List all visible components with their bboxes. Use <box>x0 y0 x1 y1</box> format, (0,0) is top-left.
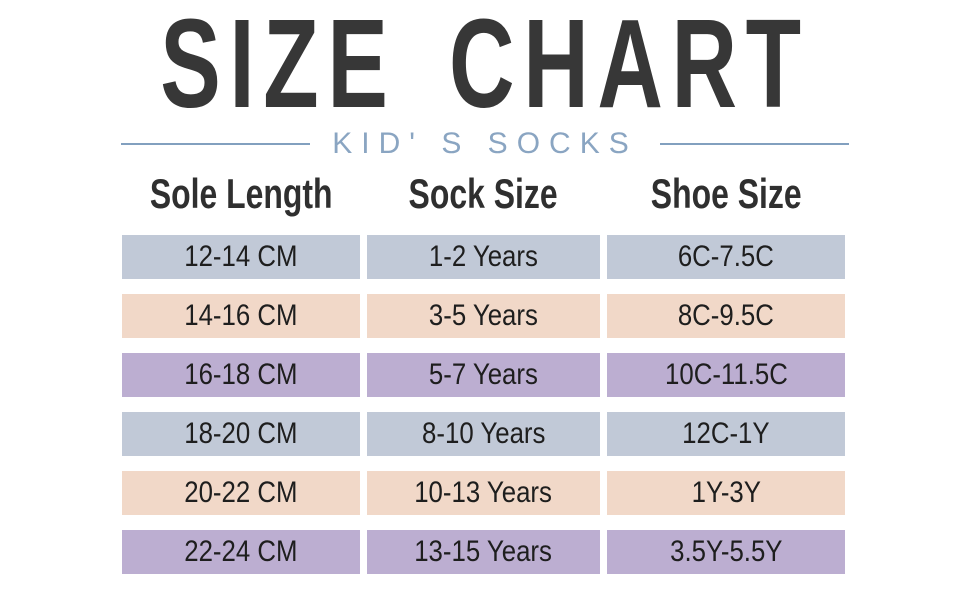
cell-value: 16-18 CM <box>184 358 298 391</box>
table-row: 14-16 CM 3-5 Years 8C-9.5C <box>122 294 845 338</box>
cell-value: 8C-9.5C <box>677 299 775 332</box>
table-cell-sole-length: 14-16 CM <box>122 294 360 338</box>
table-cell-sole-length: 18-20 CM <box>122 412 360 456</box>
table-cell-shoe-size: 12C-1Y <box>607 412 845 456</box>
cell-value: 12C-1Y <box>682 417 770 450</box>
cell-value: 8-10 Years <box>421 417 546 450</box>
cell-value: 6C-7.5C <box>677 240 775 273</box>
table-cell-shoe-size: 1Y-3Y <box>607 471 845 515</box>
table-cell-sole-length: 20-22 CM <box>122 471 360 515</box>
cell-value: 5-7 Years <box>428 358 539 391</box>
cell-value: 13-15 Years <box>414 535 553 568</box>
cell-value: 14-16 CM <box>184 299 298 332</box>
subtitle-divider-right <box>659 143 849 145</box>
table-cell-sole-length: 22-24 CM <box>122 530 360 574</box>
page-title: SIZE CHART <box>0 1 970 127</box>
column-header-shoe-size: Shoe Size <box>607 170 845 218</box>
table-cell-shoe-size: 10C-11.5C <box>607 353 845 397</box>
cell-value: 20-22 CM <box>184 476 298 509</box>
table-cell-sock-size: 13-15 Years <box>367 530 600 574</box>
table-cell-sock-size: 8-10 Years <box>367 412 600 456</box>
cell-value: 22-24 CM <box>184 535 298 568</box>
table-cell-shoe-size: 3.5Y-5.5Y <box>607 530 845 574</box>
table-row: 22-24 CM 13-15 Years 3.5Y-5.5Y <box>122 530 845 574</box>
column-header-sock-size: Sock Size <box>367 170 600 218</box>
table-cell-sock-size: 10-13 Years <box>367 471 600 515</box>
column-header-label: Sole Length <box>149 170 333 217</box>
cell-value: 1-2 Years <box>428 240 539 273</box>
cell-value: 18-20 CM <box>184 417 298 450</box>
table-cell-sock-size: 3-5 Years <box>367 294 600 338</box>
table-cell-sock-size: 1-2 Years <box>367 235 600 279</box>
table-cell-sole-length: 12-14 CM <box>122 235 360 279</box>
cell-value: 3-5 Years <box>428 299 539 332</box>
column-header-label: Shoe Size <box>650 170 802 217</box>
column-header-label: Sock Size <box>408 170 559 217</box>
table-row: 12-14 CM 1-2 Years 6C-7.5C <box>122 235 845 279</box>
table-cell-shoe-size: 8C-9.5C <box>607 294 845 338</box>
size-table: 12-14 CM 1-2 Years 6C-7.5C 14-16 CM 3-5 Year… <box>122 235 845 589</box>
page-subtitle: KID' S SOCKS <box>332 127 638 160</box>
page-title-text: SIZE CHART <box>160 0 810 134</box>
table-cell-shoe-size: 6C-7.5C <box>607 235 845 279</box>
cell-value: 3.5Y-5.5Y <box>669 535 783 568</box>
column-header-sole-length: Sole Length <box>122 170 360 218</box>
table-row: 20-22 CM 10-13 Years 1Y-3Y <box>122 471 845 515</box>
cell-value: 12-14 CM <box>184 240 298 273</box>
subtitle-divider-left <box>121 143 311 145</box>
table-row: 18-20 CM 8-10 Years 12C-1Y <box>122 412 845 456</box>
table-cell-sock-size: 5-7 Years <box>367 353 600 397</box>
table-cell-sole-length: 16-18 CM <box>122 353 360 397</box>
table-row: 16-18 CM 5-7 Years 10C-11.5C <box>122 353 845 397</box>
cell-value: 1Y-3Y <box>691 476 761 509</box>
cell-value: 10C-11.5C <box>664 358 788 391</box>
subtitle-row: KID' S SOCKS <box>0 127 970 161</box>
cell-value: 10-13 Years <box>414 476 553 509</box>
table-header-row: Sole Length Sock Size Shoe Size <box>122 170 845 218</box>
